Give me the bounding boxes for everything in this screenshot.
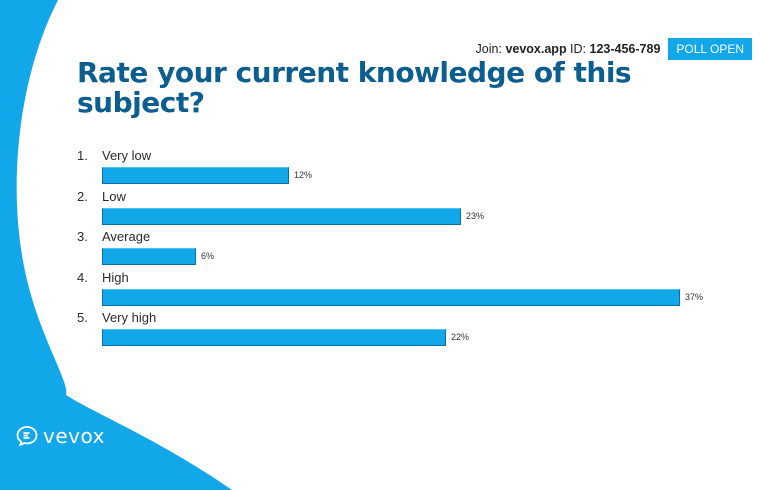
result-option: 5. Very high 22% [77, 310, 717, 351]
poll-status-badge: POLL OPEN [668, 38, 752, 60]
result-option: 2. Low 23% [77, 189, 717, 230]
header-bar: Join: vevox.app ID: 123-456-789 POLL OPE… [476, 38, 752, 60]
option-text: Low [102, 188, 126, 204]
percent-label: 37% [685, 291, 704, 302]
option-label: 5. Very high [77, 310, 156, 326]
bar-track: 12% [102, 167, 682, 184]
question-title: Rate your current knowledge of this subj… [77, 56, 632, 119]
option-text: Average [102, 229, 151, 244]
result-bar [102, 288, 680, 306]
result-bar [102, 167, 289, 184]
result-bar [102, 248, 196, 265]
option-number: 3. [77, 229, 88, 244]
bar-track: 22% [102, 329, 682, 346]
result-option: 3. Average 6% [77, 229, 717, 270]
option-label: 4. High [77, 270, 129, 286]
vevox-chat-bubble-icon [16, 426, 38, 446]
option-text: Very low [102, 148, 152, 163]
result-bar [102, 329, 446, 346]
bar-track: 6% [102, 248, 682, 265]
percent-label: 6% [201, 251, 215, 261]
logo-text: vevox [43, 424, 105, 448]
join-info: Join: vevox.app ID: 123-456-789 [475, 42, 661, 56]
session-id: 123-456-789 [589, 42, 661, 56]
option-label: 2. Low [77, 189, 126, 205]
option-number: 2. [77, 188, 88, 204]
option-text: High [102, 269, 129, 285]
option-text: Very high [102, 310, 157, 325]
option-label: 3. Average [77, 229, 150, 245]
percent-label: 23% [466, 210, 485, 221]
result-bar [102, 207, 461, 225]
join-site[interactable]: vevox.app [505, 42, 567, 56]
option-label: 1. Very low [77, 148, 151, 164]
option-number: 4. [77, 269, 88, 285]
bar-track: 23% [102, 207, 682, 225]
vevox-logo: vevox [16, 424, 105, 448]
percent-label: 12% [294, 170, 313, 180]
bar-track: 37% [102, 288, 703, 306]
option-number: 5. [77, 310, 88, 325]
result-option: 1. Very low 12% [77, 148, 717, 189]
results-list: 1. Very low 12% 2. Low 23% 3. Average 6% 4. High 37… [77, 148, 717, 351]
percent-label: 22% [451, 332, 470, 342]
option-number: 1. [77, 148, 88, 163]
result-option: 4. High 37% [77, 270, 717, 311]
